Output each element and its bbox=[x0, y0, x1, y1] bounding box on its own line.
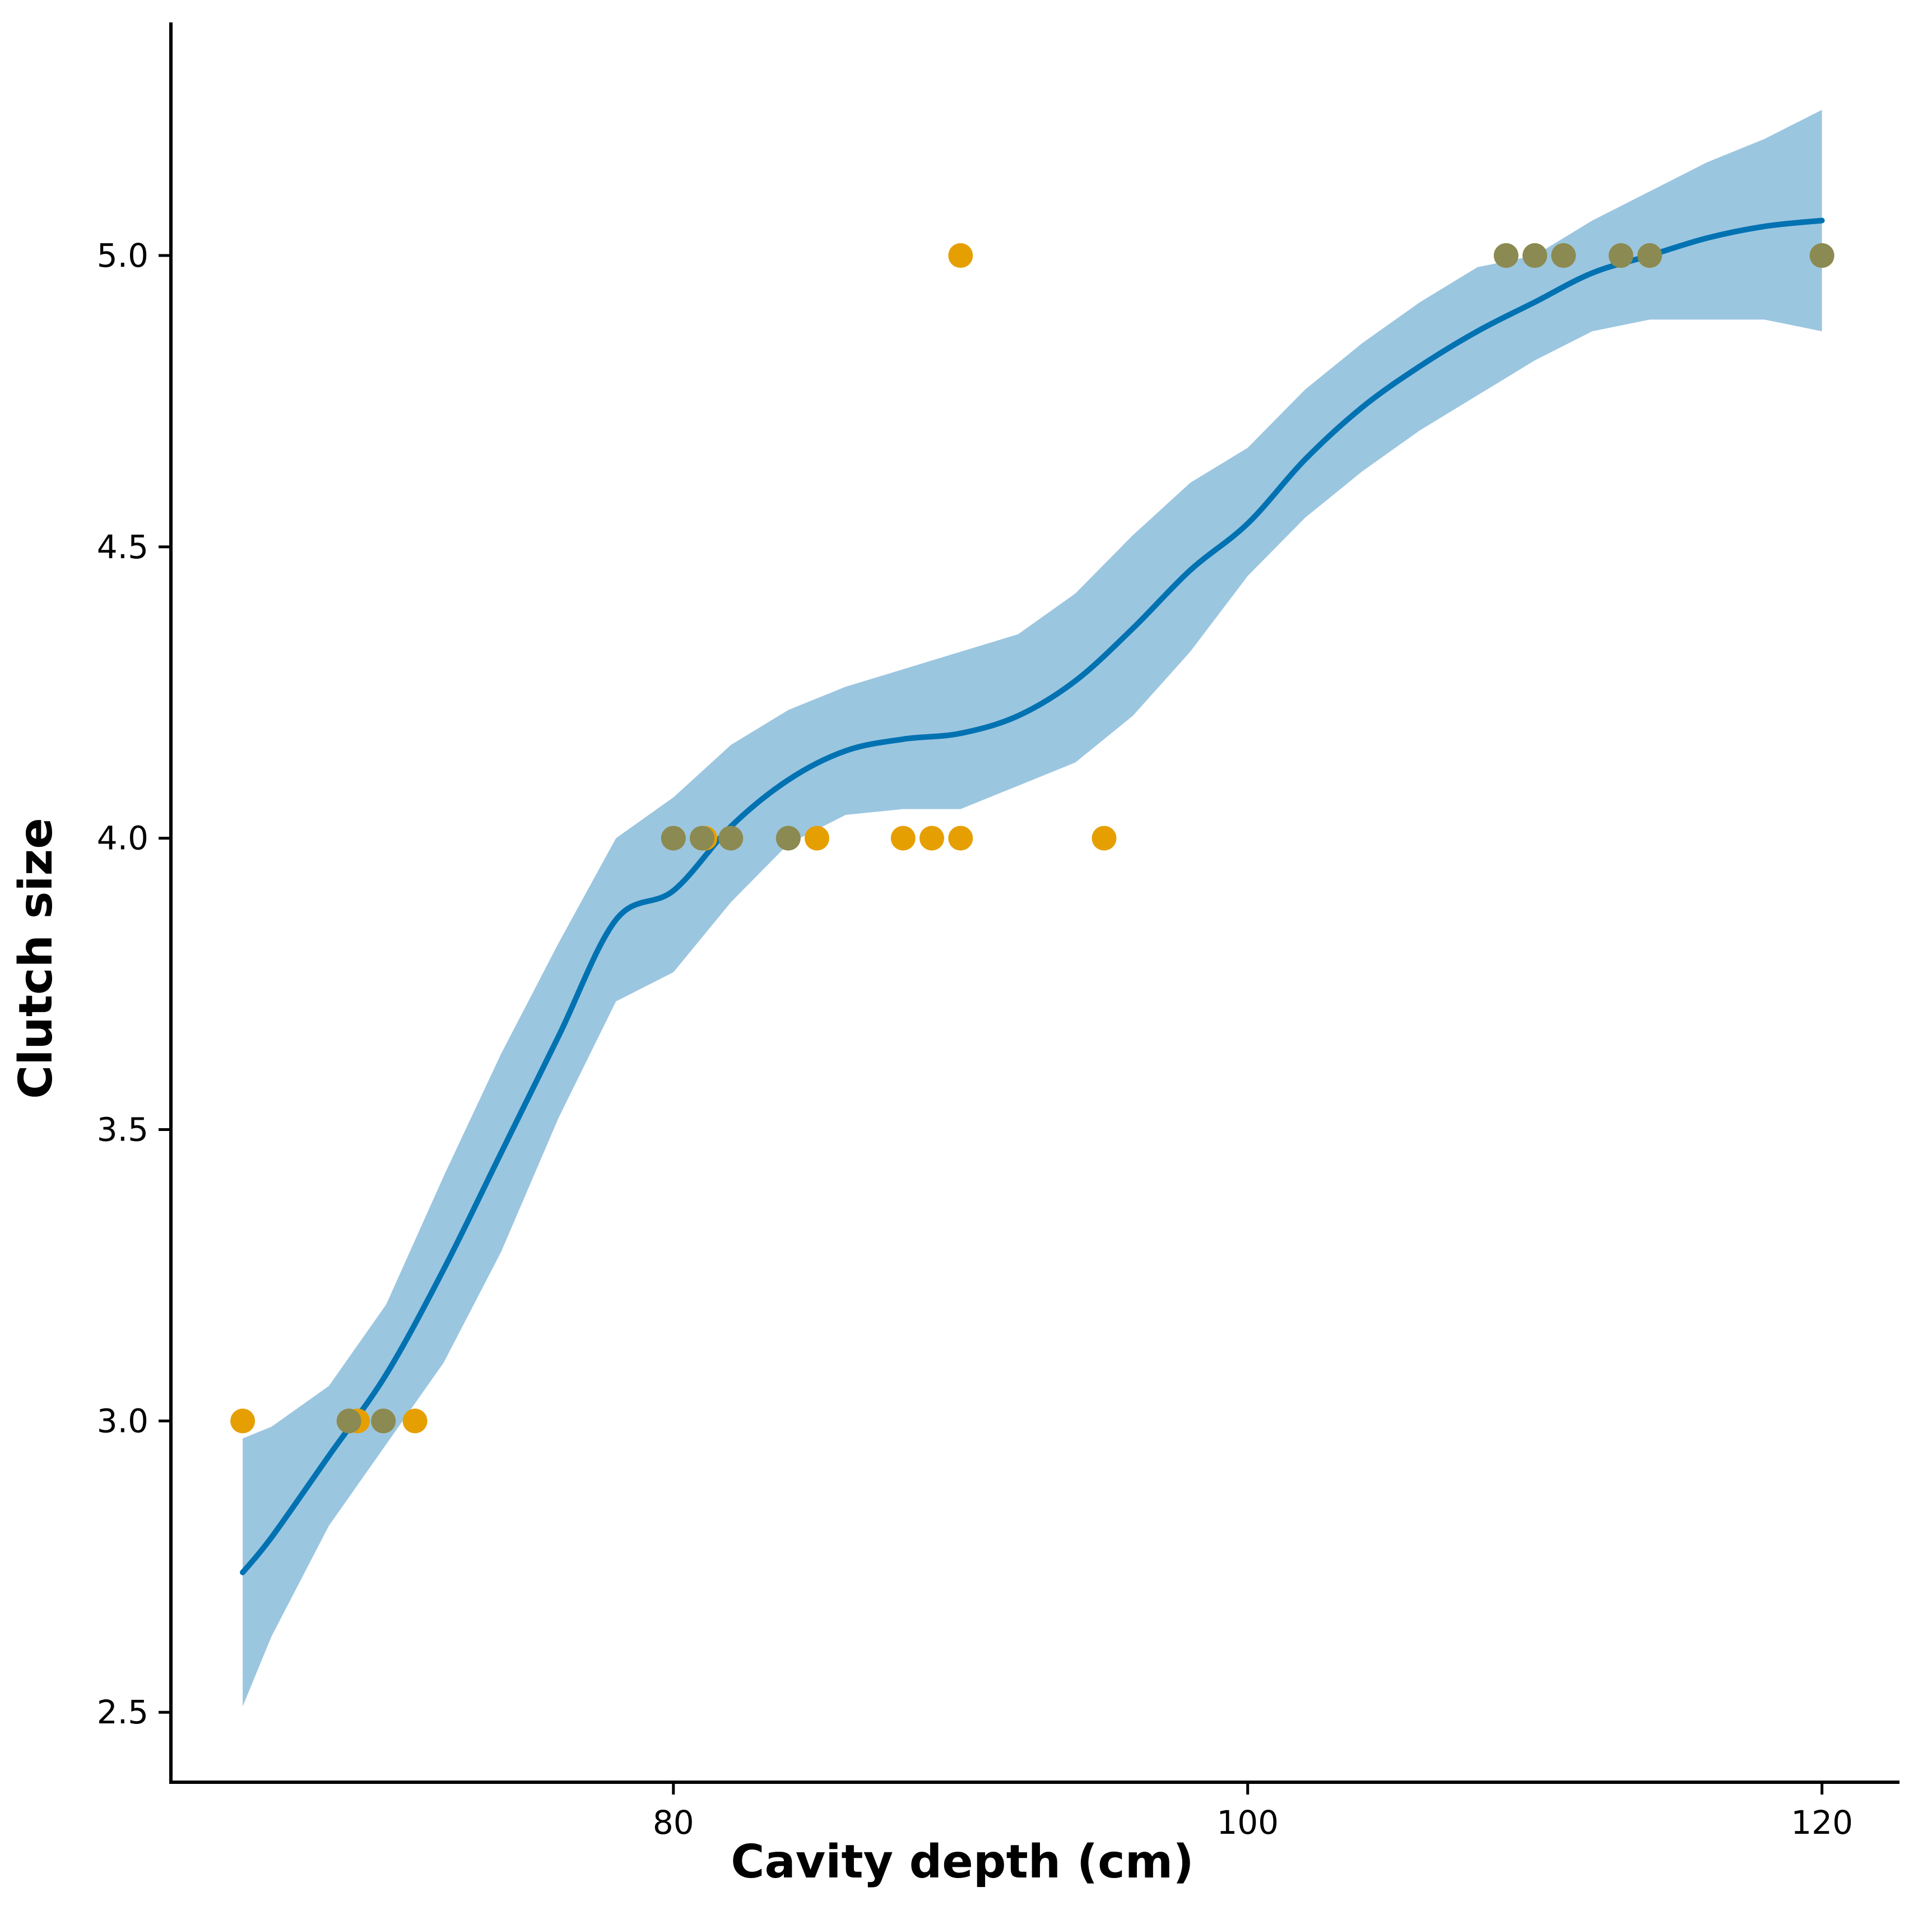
x-tick-label: 120 bbox=[1791, 1804, 1853, 1842]
data-point-overlap bbox=[661, 826, 686, 851]
data-point-overlap bbox=[1809, 243, 1835, 268]
data-point bbox=[948, 243, 973, 268]
smooth-fit-line bbox=[240, 217, 1825, 1575]
data-point-overlap bbox=[1493, 243, 1518, 268]
ticks-layer: 2.5 3.0 3.5 4.0 4.5 5.0 80 100 120 bbox=[97, 237, 1853, 1842]
data-point bbox=[948, 826, 973, 851]
data-point-overlap bbox=[1551, 243, 1576, 268]
data-point bbox=[805, 826, 829, 851]
data-point-overlap bbox=[336, 1408, 361, 1434]
data-point bbox=[1092, 826, 1117, 851]
y-tick-label: 3.0 bbox=[97, 1402, 148, 1440]
y-tick-label: 3.5 bbox=[97, 1110, 148, 1148]
data-point-overlap bbox=[690, 826, 714, 851]
y-tick-label: 2.5 bbox=[97, 1693, 148, 1731]
confidence-band bbox=[243, 110, 1822, 1707]
data-point bbox=[890, 826, 916, 851]
data-point-overlap bbox=[1637, 243, 1662, 268]
smooth-line-layer bbox=[240, 217, 1825, 1575]
data-point-overlap bbox=[1522, 243, 1548, 268]
data-point bbox=[402, 1408, 428, 1434]
y-tick-label: 5.0 bbox=[97, 237, 148, 275]
data-point bbox=[230, 1408, 256, 1434]
x-axis-title: Cavity depth (cm) bbox=[731, 1835, 1193, 1889]
data-point-overlap bbox=[775, 826, 801, 851]
axes-layer bbox=[169, 22, 1900, 1784]
data-point bbox=[919, 826, 944, 851]
data-point-overlap bbox=[371, 1408, 396, 1434]
x-tick-label: 80 bbox=[653, 1804, 694, 1842]
y-tick-label: 4.0 bbox=[97, 819, 148, 857]
data-point-overlap bbox=[718, 826, 744, 851]
points-layer bbox=[230, 243, 1835, 1434]
confidence-band-layer bbox=[243, 110, 1822, 1707]
x-tick-label: 100 bbox=[1216, 1804, 1279, 1842]
y-axis-title: Clutch size bbox=[10, 818, 63, 1099]
data-point-overlap bbox=[1608, 243, 1633, 268]
y-tick-label: 4.5 bbox=[97, 528, 148, 566]
